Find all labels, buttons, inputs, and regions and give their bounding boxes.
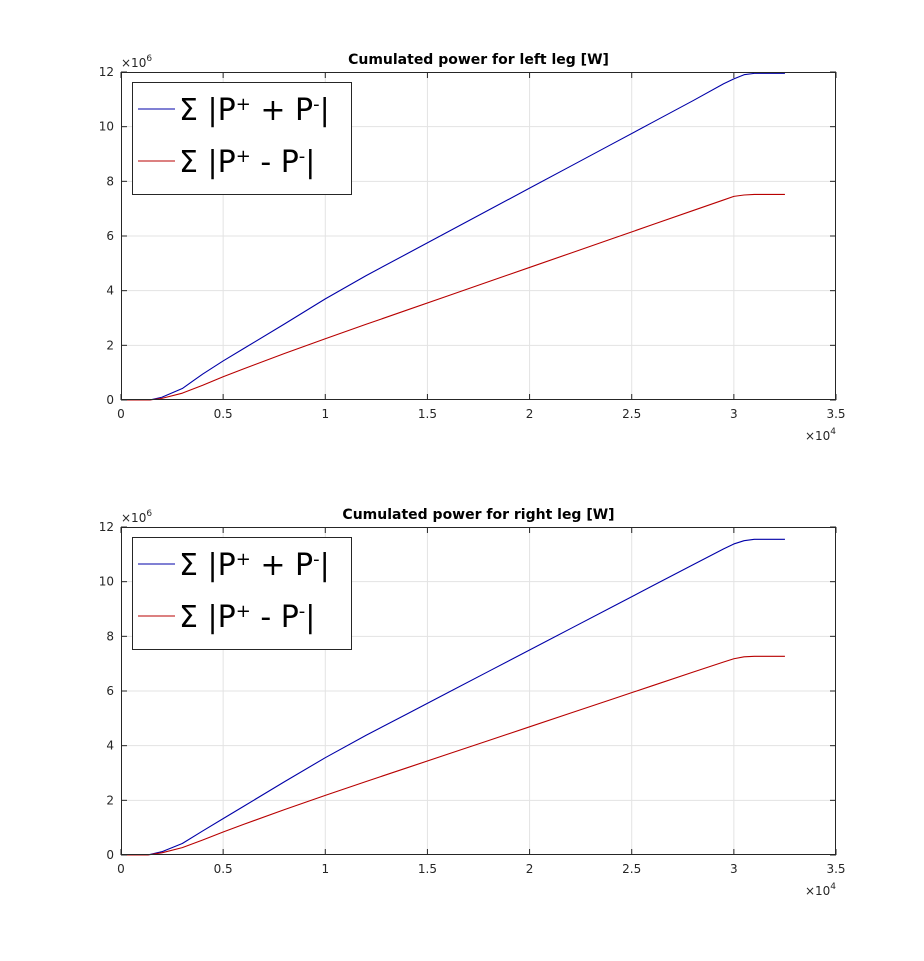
y-tick-label: 10	[99, 120, 114, 134]
y-tick-label: 2	[106, 338, 114, 352]
x-axis-multiplier: ×104	[805, 427, 836, 443]
legend: Σ |P+ + P-| Σ |P+ - P-|	[132, 537, 352, 650]
chart-title: Cumulated power for right leg [W]	[342, 507, 614, 523]
series-line-2	[121, 655, 785, 856]
x-tick-label: 1.5	[418, 407, 437, 421]
y-tick-label: 2	[106, 793, 114, 807]
y-tick-label: 6	[106, 684, 114, 698]
legend-box	[132, 82, 352, 195]
series-line-2	[121, 193, 785, 401]
x-tick-label: 2.5	[622, 862, 641, 876]
x-tick-label: 0	[117, 862, 125, 876]
x-tick-label: 3.5	[826, 862, 845, 876]
y-tick-label: 8	[106, 174, 114, 188]
legend: Σ |P+ + P-|Σ |P+ - P-|	[132, 82, 352, 195]
x-tick-label: 0	[117, 407, 125, 421]
x-tick-label: 2	[526, 862, 534, 876]
y-tick-label: 8	[106, 629, 114, 643]
chart-panel-1: 0 0.5 1 1.5 2 2.5 3 3.5 0 2 4 6 8 10 12 ×106 ×104 Cumulat…	[99, 52, 846, 443]
x-tick-label: 0.5	[214, 862, 233, 876]
x-tick-label: 3.5	[826, 407, 845, 421]
y-axis-multiplier: ×106	[121, 509, 152, 525]
x-tick-label: 0.5	[214, 407, 233, 421]
x-tick-label: 3	[730, 862, 738, 876]
y-tick-label: 4	[106, 284, 114, 298]
legend-label-1: Σ |P+ + P-|	[179, 548, 330, 583]
y-tick-label: 0	[106, 848, 114, 862]
y-tick-label: 10	[99, 575, 114, 589]
y-axis-multiplier: ×106	[121, 54, 152, 70]
y-tick-label: 12	[99, 520, 114, 534]
x-axis-multiplier: ×104	[805, 882, 836, 898]
y-tick-label: 4	[106, 739, 114, 753]
x-tick-label: 1	[321, 862, 329, 876]
y-tick-label: 6	[106, 229, 114, 243]
x-tick-label: 2.5	[622, 407, 641, 421]
x-tick-label: 1	[321, 407, 329, 421]
chart-title: Cumulated power for left leg [W]	[348, 52, 609, 68]
legend-box	[132, 537, 352, 650]
y-tick-label: 0	[106, 393, 114, 407]
series-line-1	[121, 72, 785, 401]
legend-label-2: Σ |P+ - P-|	[179, 600, 315, 635]
x-tick-label: 1.5	[418, 862, 437, 876]
y-tick-label: 12	[99, 65, 114, 79]
x-tick-label: 2	[526, 407, 534, 421]
legend-label-1: Σ |P+ + P-|	[179, 93, 330, 128]
series-line-1	[121, 538, 785, 856]
chart-panel-2: 0 0.5 1 1.5 2 2.5 3 3.5 0 2 4 6 8 10 12 ×106 ×104 Cumulat…	[99, 507, 846, 898]
x-tick-label: 3	[730, 407, 738, 421]
